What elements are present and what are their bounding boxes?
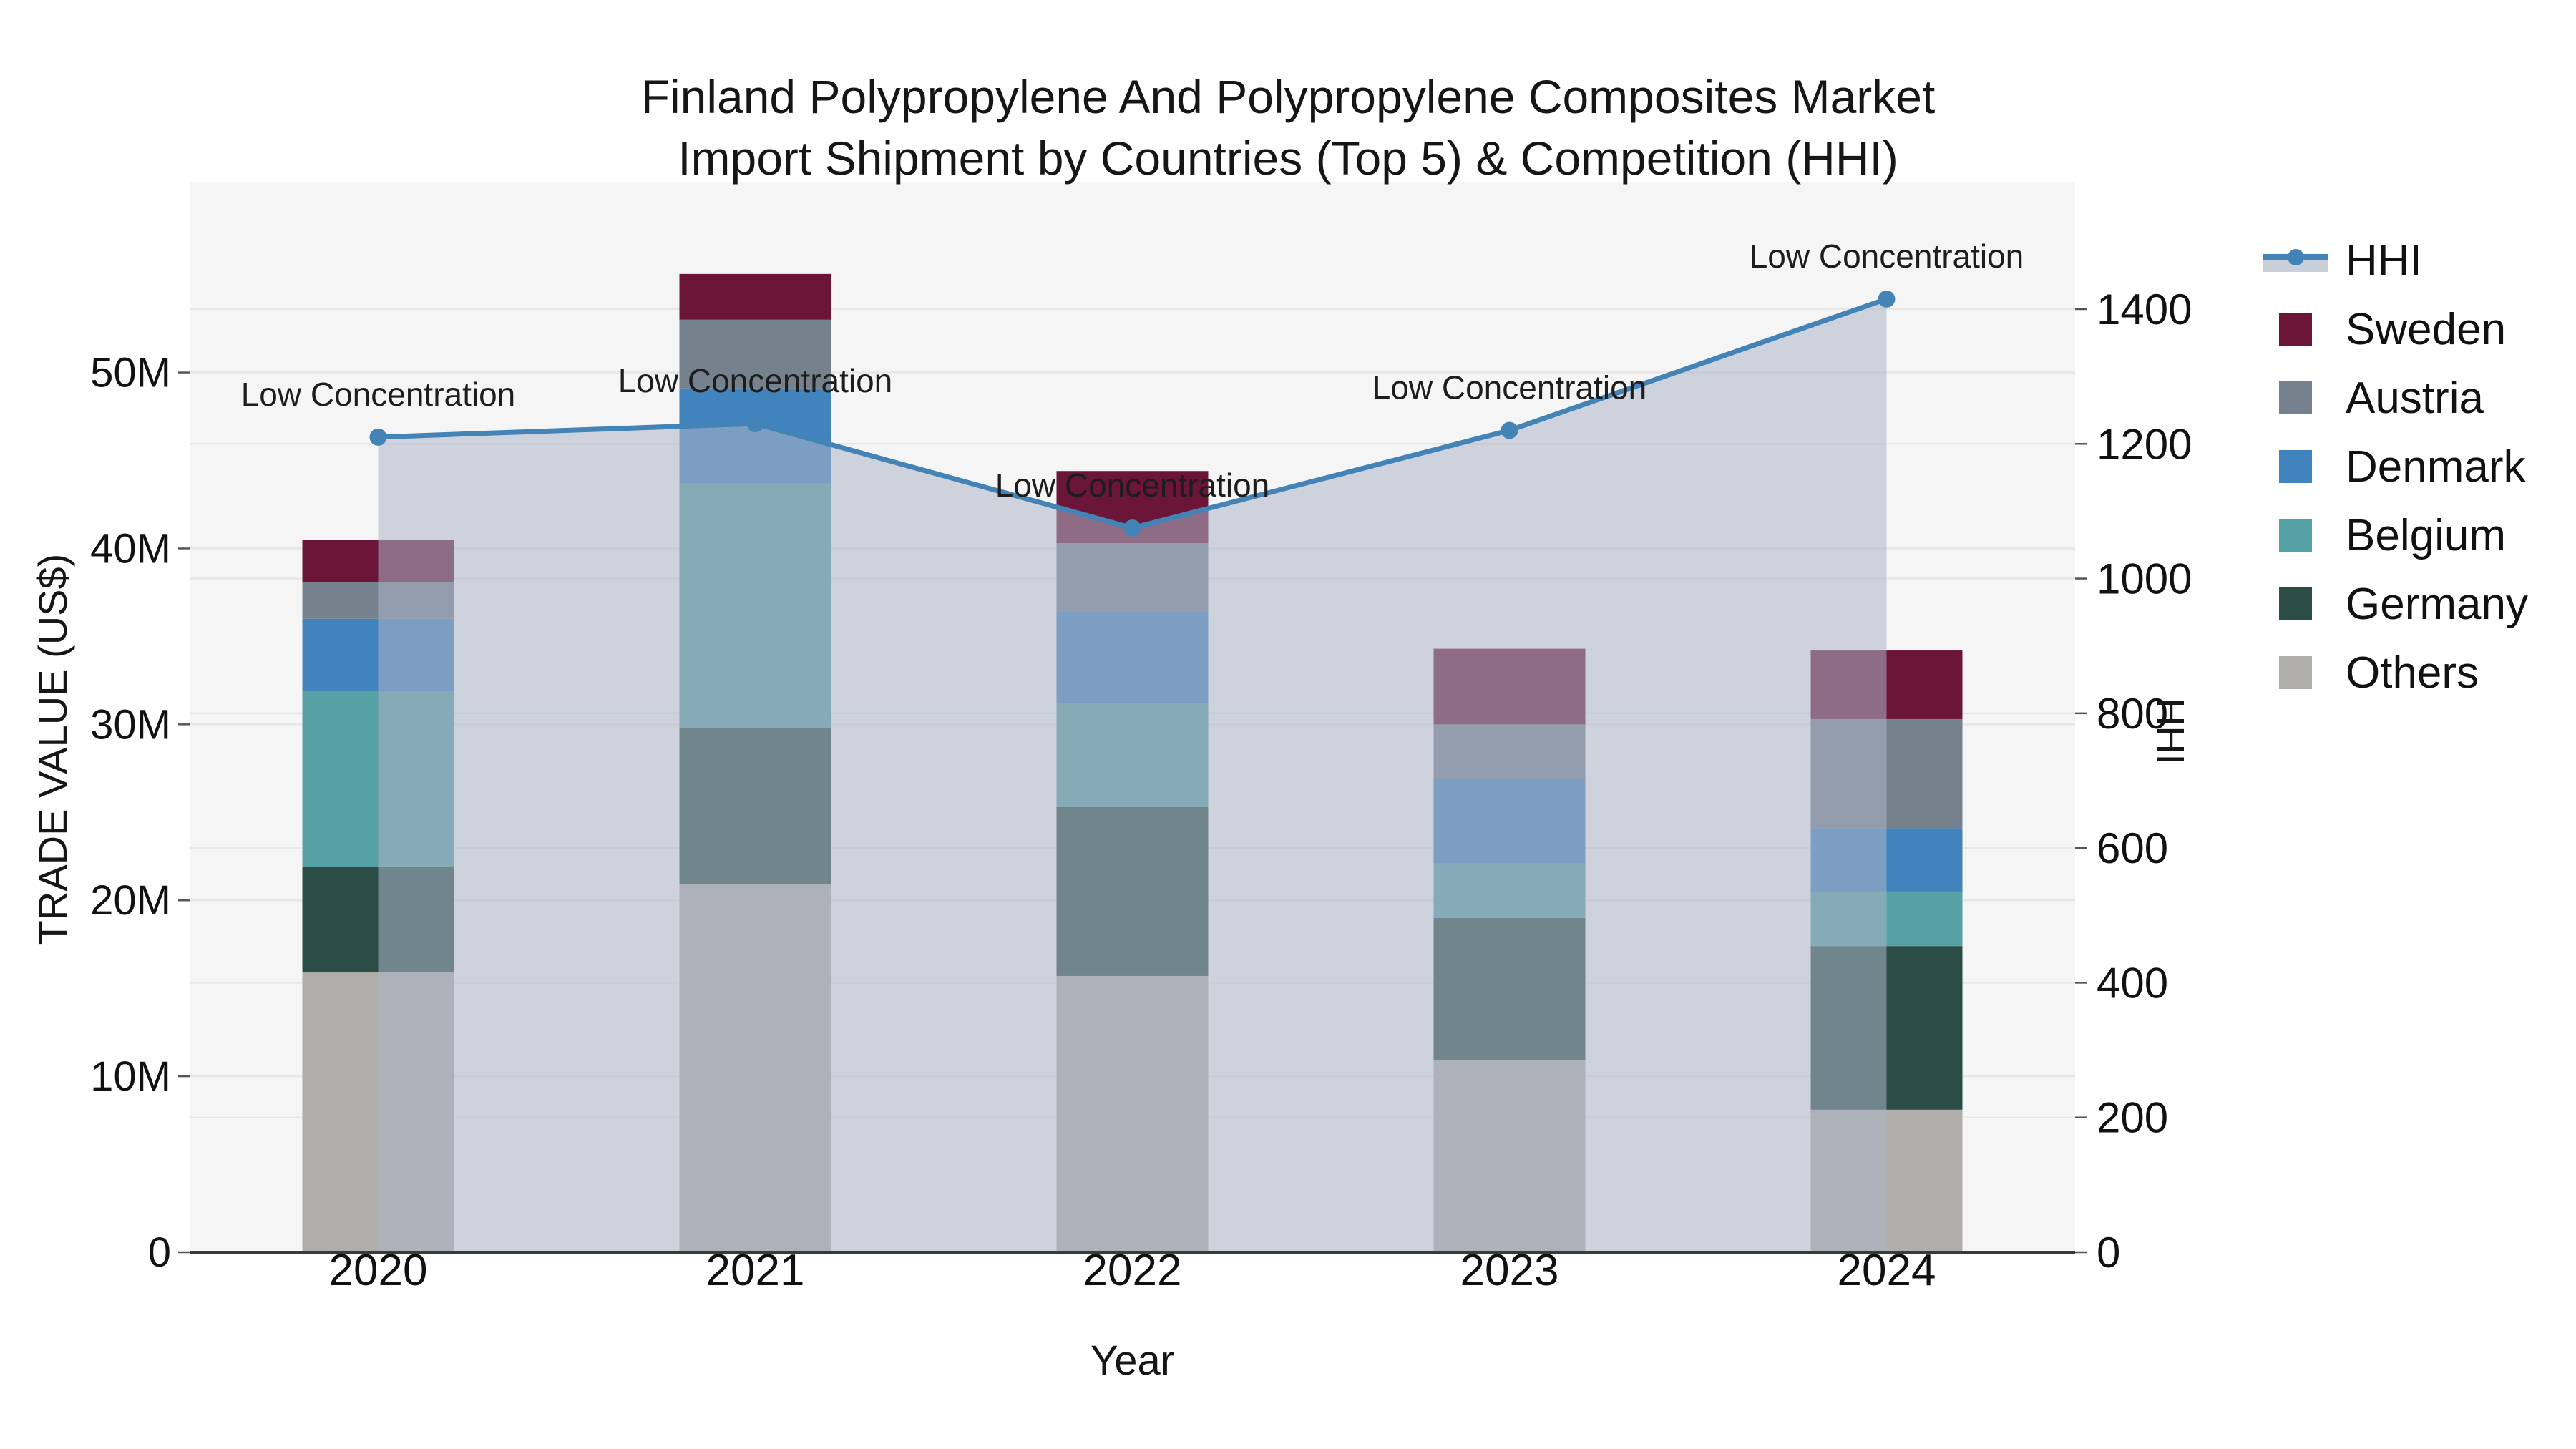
legend-item-germany[interactable]: Germany (2255, 570, 2528, 638)
legend-item-belgium[interactable]: Belgium (2255, 501, 2528, 570)
annotation-2020: Low Concentration (241, 376, 516, 413)
y-right-tick-label-600: 600 (2097, 824, 2168, 872)
y-right-tick-label-200: 200 (2097, 1094, 2168, 1142)
annotation-2021: Low Concentration (618, 362, 893, 399)
y-left-tick-label-50M: 50M (90, 350, 171, 396)
y-right-tick-label-1000: 1000 (2097, 555, 2192, 603)
x-tick-label-2021: 2021 (706, 1246, 805, 1295)
x-axis-title: Year (1090, 1337, 1175, 1384)
legend-item-hhi[interactable]: HHI (2255, 226, 2528, 295)
x-tick-label-2020: 2020 (329, 1246, 428, 1295)
annotation-2023: Low Concentration (1372, 369, 1647, 406)
austria-swatch-icon (2255, 381, 2336, 414)
y-right-tick-label-0: 0 (2097, 1229, 2120, 1277)
y-right-tick-label-400: 400 (2097, 959, 2168, 1007)
belgium-swatch-icon (2255, 519, 2336, 552)
y-left-tick-label-30M: 30M (90, 701, 171, 748)
others-swatch-icon (2255, 656, 2336, 689)
hhi-point-2022[interactable] (1123, 519, 1141, 537)
hhi-point-2024[interactable] (1878, 290, 1896, 308)
denmark-swatch-icon (2255, 450, 2336, 483)
y-right-tick-label-1400: 1400 (2097, 286, 2192, 333)
hhi-line-swatch-icon (2255, 245, 2336, 276)
legend-label: Germany (2346, 579, 2528, 629)
y-left-tick-label-0: 0 (148, 1229, 171, 1276)
legend-label: HHI (2346, 235, 2422, 286)
legend-label: Others (2346, 648, 2479, 698)
y-axis-title-right: HHI (2149, 698, 2192, 765)
legend-item-sweden[interactable]: Sweden (2255, 295, 2528, 364)
legend-item-others[interactable]: Others (2255, 638, 2528, 707)
legend-label: Austria (2346, 373, 2484, 423)
y-left-tick-label-40M: 40M (90, 525, 171, 572)
legend: HHI Sweden Austria Denmark Belgium Germa… (2255, 226, 2528, 707)
y-right-tick-label-800: 800 (2097, 690, 2168, 738)
x-tick-label-2022: 2022 (1083, 1246, 1182, 1295)
hhi-point-2023[interactable] (1501, 421, 1518, 439)
hhi-point-2021[interactable] (746, 415, 764, 433)
chart-title: Finland Polypropylene And Polypropylene … (0, 66, 2576, 189)
x-tick-label-2023: 2023 (1460, 1246, 1559, 1295)
y-left-tick-label-10M: 10M (90, 1053, 171, 1100)
chart-title-line1: Finland Polypropylene And Polypropylene … (640, 70, 1936, 123)
bar-segment-2021-austria[interactable] (679, 319, 831, 389)
y-left-tick-label-20M: 20M (90, 877, 171, 924)
sweden-swatch-icon (2255, 313, 2336, 346)
legend-item-denmark[interactable]: Denmark (2255, 432, 2528, 501)
legend-label: Denmark (2346, 441, 2526, 492)
x-tick-label-2024: 2024 (1838, 1246, 1936, 1295)
y-right-tick-label-1200: 1200 (2097, 420, 2192, 468)
germany-swatch-icon (2255, 587, 2336, 620)
legend-item-austria[interactable]: Austria (2255, 364, 2528, 432)
annotation-2024: Low Concentration (1750, 238, 2024, 275)
hhi-point-2020[interactable] (369, 428, 387, 446)
legend-label: Belgium (2346, 510, 2506, 560)
hhi-area-fill (378, 298, 1887, 1252)
chart-title-line2: Import Shipment by Countries (Top 5) & C… (678, 132, 1898, 185)
annotation-2022: Low Concentration (995, 467, 1270, 504)
legend-label: Sweden (2346, 304, 2507, 354)
bar-segment-2021-sweden[interactable] (679, 273, 831, 320)
y-axis-title-left: TRADE VALUE (US$) (30, 553, 75, 945)
